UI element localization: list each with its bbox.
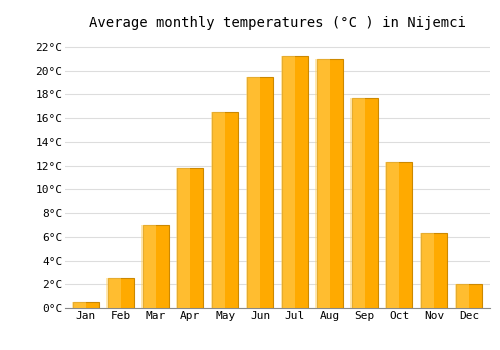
Bar [282,56,308,308]
Bar [72,302,86,308]
Bar [106,278,120,308]
Title: Average monthly temperatures (°C ) in Nijemci: Average monthly temperatures (°C ) in Ni… [89,16,466,30]
Bar [350,98,364,308]
Bar [386,162,412,308]
Bar [211,112,225,308]
Bar [142,225,169,308]
Bar [454,284,469,308]
Bar [108,278,134,308]
Bar [246,77,260,308]
Bar [456,284,482,308]
Bar [280,56,295,308]
Bar [385,162,400,308]
Bar [73,302,99,308]
Bar [316,59,343,308]
Bar [212,112,238,308]
Bar [420,233,434,308]
Bar [421,233,448,308]
Bar [316,59,330,308]
Bar [247,77,273,308]
Bar [178,168,204,308]
Bar [176,168,190,308]
Bar [141,225,156,308]
Bar [352,98,378,308]
